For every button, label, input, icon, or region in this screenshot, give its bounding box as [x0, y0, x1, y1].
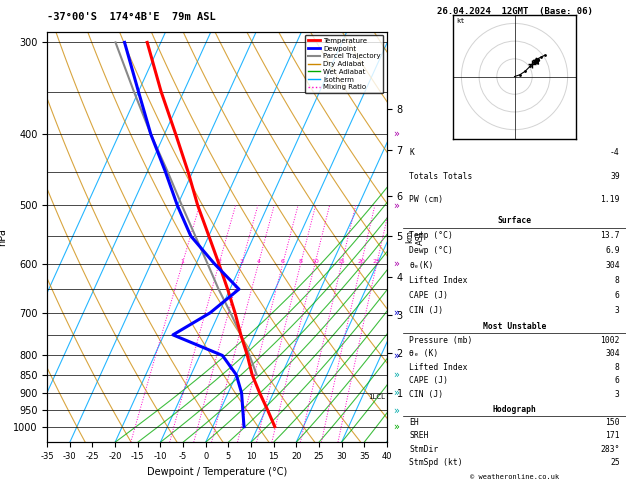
- Text: 6: 6: [281, 259, 285, 263]
- Text: CAPE (J): CAPE (J): [409, 376, 448, 385]
- Text: 3: 3: [240, 259, 244, 263]
- Text: 1LCL: 1LCL: [369, 394, 386, 399]
- Text: 1: 1: [181, 259, 184, 263]
- Text: 8: 8: [615, 363, 620, 372]
- Text: SREH: SREH: [409, 431, 429, 440]
- Text: 2: 2: [217, 259, 221, 263]
- Text: Pressure (mb): Pressure (mb): [409, 335, 472, 345]
- Text: 6: 6: [615, 291, 620, 300]
- Text: CAPE (J): CAPE (J): [409, 291, 448, 300]
- Text: »: »: [393, 405, 399, 416]
- Text: 39: 39: [610, 172, 620, 181]
- Text: »: »: [393, 388, 399, 398]
- Text: K: K: [409, 148, 414, 157]
- Text: 304: 304: [605, 261, 620, 270]
- Text: 283°: 283°: [600, 445, 620, 453]
- Text: 15: 15: [338, 259, 345, 263]
- Text: »: »: [393, 129, 399, 139]
- Text: 26.04.2024  12GMT  (Base: 06): 26.04.2024 12GMT (Base: 06): [437, 7, 593, 17]
- Text: StmSpd (kt): StmSpd (kt): [409, 458, 463, 467]
- Text: PW (cm): PW (cm): [409, 195, 443, 204]
- Y-axis label: km
ASL: km ASL: [406, 229, 425, 245]
- Text: »: »: [393, 350, 399, 361]
- X-axis label: Dewpoint / Temperature (°C): Dewpoint / Temperature (°C): [147, 467, 287, 477]
- Text: EH: EH: [409, 418, 419, 427]
- Text: 3: 3: [615, 306, 620, 315]
- Text: 1.19: 1.19: [600, 195, 620, 204]
- Text: 13.7: 13.7: [600, 231, 620, 240]
- Text: 6.9: 6.9: [605, 246, 620, 255]
- Text: Surface: Surface: [498, 216, 532, 225]
- Text: CIN (J): CIN (J): [409, 390, 443, 399]
- Text: 25: 25: [373, 259, 381, 263]
- Text: 25: 25: [610, 458, 620, 467]
- Text: Lifted Index: Lifted Index: [409, 276, 468, 285]
- Text: »: »: [393, 422, 399, 432]
- Text: θₑ(K): θₑ(K): [409, 261, 433, 270]
- Text: 6: 6: [615, 376, 620, 385]
- Text: CIN (J): CIN (J): [409, 306, 443, 315]
- Y-axis label: hPa: hPa: [0, 228, 8, 246]
- Text: θₑ (K): θₑ (K): [409, 349, 438, 358]
- Text: »: »: [393, 259, 399, 269]
- Text: 1002: 1002: [600, 335, 620, 345]
- Text: »: »: [393, 308, 399, 318]
- Text: Temp (°C): Temp (°C): [409, 231, 453, 240]
- Text: »: »: [393, 200, 399, 210]
- Text: Lifted Index: Lifted Index: [409, 363, 468, 372]
- Text: Dewp (°C): Dewp (°C): [409, 246, 453, 255]
- Text: Most Unstable: Most Unstable: [483, 322, 546, 331]
- Text: 304: 304: [605, 349, 620, 358]
- Text: 3: 3: [615, 390, 620, 399]
- Text: Totals Totals: Totals Totals: [409, 172, 472, 181]
- Text: »: »: [393, 370, 399, 380]
- Text: © weatheronline.co.uk: © weatheronline.co.uk: [470, 474, 559, 480]
- Text: 20: 20: [357, 259, 365, 263]
- Text: -4: -4: [610, 148, 620, 157]
- Text: StmDir: StmDir: [409, 445, 438, 453]
- Text: 8: 8: [299, 259, 303, 263]
- Legend: Temperature, Dewpoint, Parcel Trajectory, Dry Adiabat, Wet Adiabat, Isotherm, Mi: Temperature, Dewpoint, Parcel Trajectory…: [305, 35, 383, 93]
- Text: 150: 150: [605, 418, 620, 427]
- Text: -37°00'S  174°4B'E  79m ASL: -37°00'S 174°4B'E 79m ASL: [47, 12, 216, 22]
- Text: 4: 4: [257, 259, 260, 263]
- Text: 10: 10: [311, 259, 319, 263]
- Text: Hodograph: Hodograph: [493, 404, 537, 414]
- Text: 171: 171: [605, 431, 620, 440]
- Text: 8: 8: [615, 276, 620, 285]
- Text: kt: kt: [456, 18, 465, 24]
